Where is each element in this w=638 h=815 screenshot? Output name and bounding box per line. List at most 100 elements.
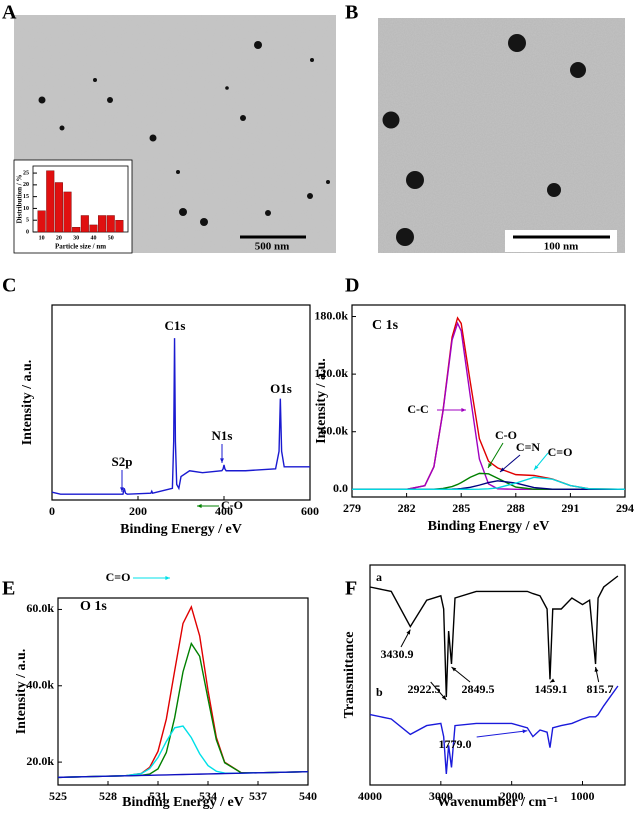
panel-label: B xyxy=(345,2,358,24)
arrow-head xyxy=(500,467,505,472)
y-tick-label: 120.0k xyxy=(314,366,348,380)
arrow-head xyxy=(451,667,457,672)
peak-label: 815.7 xyxy=(587,682,614,696)
arrow-head xyxy=(441,695,447,700)
arrow-head xyxy=(220,458,224,463)
y-tick-label: 60.0k xyxy=(320,423,348,437)
y-tick-label: 20.0k xyxy=(26,754,54,768)
scale-bar-label: 100 nm xyxy=(544,241,579,253)
x-axis-label: Binding Energy / eV xyxy=(428,519,550,534)
x-tick-label: 400 xyxy=(215,504,233,518)
histogram-bar xyxy=(54,182,63,233)
panel-label: F xyxy=(345,578,357,600)
histogram-bar xyxy=(72,227,81,233)
panel-label: C xyxy=(2,275,16,297)
data-line xyxy=(369,575,619,698)
histogram-bar xyxy=(63,191,72,233)
peak-label: 2922.5 xyxy=(408,682,441,696)
data-line xyxy=(57,725,309,779)
arrow-head xyxy=(461,408,466,412)
x-tick-label: 200 xyxy=(129,504,147,518)
plot-frame xyxy=(57,597,309,786)
histogram-bar xyxy=(98,215,107,233)
y-tick-label: 60.0k xyxy=(26,601,54,615)
chart-title: O 1s xyxy=(80,599,107,614)
x-tick-label: 288 xyxy=(507,501,525,515)
panel-label: D xyxy=(345,275,359,297)
arrow-head xyxy=(165,576,170,580)
arrow-head xyxy=(594,667,599,672)
x-axis-label: Binding Energy / eV xyxy=(122,795,244,810)
histogram-bar xyxy=(37,210,46,233)
data-line xyxy=(369,685,619,775)
x-tick-label: 279 xyxy=(343,501,361,515)
panel-label: E xyxy=(2,578,15,600)
y-tick-label: 10 xyxy=(23,206,29,212)
x-tick-label: 40 xyxy=(90,235,96,241)
y-tick-label: 0.0 xyxy=(333,481,348,495)
y-tick-label: 40.0k xyxy=(26,678,54,692)
x-tick-label: 10 xyxy=(39,235,45,241)
histogram-bar xyxy=(80,215,89,233)
y-tick-label: 180.0k xyxy=(314,308,348,322)
peak-label: 1779.0 xyxy=(439,737,472,751)
data-line xyxy=(352,476,626,491)
data-line xyxy=(57,641,309,779)
peak-label: 3430.9 xyxy=(381,647,414,661)
annotation: S2p xyxy=(112,454,133,469)
data-line xyxy=(57,604,309,779)
y-tick-label: 15 xyxy=(23,194,29,200)
histogram-bar xyxy=(46,170,55,233)
y-axis-label: Distribution / % xyxy=(16,174,24,223)
x-tick-label: 4000 xyxy=(358,789,382,803)
arrow-head xyxy=(406,629,411,635)
data-line xyxy=(352,321,625,491)
x-tick-label: 282 xyxy=(398,501,416,515)
x-tick-label: 600 xyxy=(301,504,319,518)
arrow-head xyxy=(534,465,539,470)
plot-frame xyxy=(369,564,626,786)
scale-bar-label: 500 nm xyxy=(255,241,290,253)
y-axis-label: Intensity / a.u. xyxy=(314,358,329,444)
series-label: C-O xyxy=(495,428,517,442)
x-tick-label: 534 xyxy=(199,789,217,803)
series-label: C-C xyxy=(407,402,428,416)
peak-label: 1459.1 xyxy=(535,682,568,696)
series-label: C=N xyxy=(516,440,541,454)
annotation-arrow xyxy=(487,442,504,469)
histogram-bar xyxy=(106,215,115,233)
x-tick-label: 285 xyxy=(452,501,470,515)
chart-title: C 1s xyxy=(372,318,399,333)
y-axis-label: Intensity / a.u. xyxy=(20,360,35,446)
micrograph-b: 100 nm B xyxy=(345,2,625,253)
x-tick-label: 1000 xyxy=(571,789,595,803)
data-line xyxy=(352,316,626,491)
y-tick-label: 20 xyxy=(23,182,29,188)
data-line xyxy=(57,770,309,779)
histogram-bar xyxy=(89,224,98,233)
x-tick-label: 3000 xyxy=(429,789,453,803)
x-tick-label: 50 xyxy=(108,235,114,241)
arrow-head xyxy=(197,504,202,508)
data-line xyxy=(51,338,310,495)
annotation-arrow xyxy=(476,730,528,738)
annotation: N1s xyxy=(212,428,233,443)
x-tick-label: 30 xyxy=(73,235,79,241)
x-tick-label: 294 xyxy=(616,501,634,515)
y-axis-label: Intensity / a.u. xyxy=(14,649,29,735)
x-tick-label: 2000 xyxy=(500,789,524,803)
plot-frame xyxy=(351,304,626,498)
panel-label: A xyxy=(2,2,17,24)
y-tick-label: 0 xyxy=(26,229,29,235)
series-label: C=O xyxy=(106,570,131,584)
x-tick-label: 531 xyxy=(149,789,167,803)
x-tick-label: 0 xyxy=(49,504,55,518)
x-tick-label: 540 xyxy=(299,789,317,803)
peak-label: 2849.5 xyxy=(462,682,495,696)
arrow-head xyxy=(120,487,124,492)
arrow-head xyxy=(488,463,493,468)
series-label: C-O xyxy=(221,498,243,512)
annotation: O1s xyxy=(270,381,292,396)
series-label: C=O xyxy=(548,445,573,459)
